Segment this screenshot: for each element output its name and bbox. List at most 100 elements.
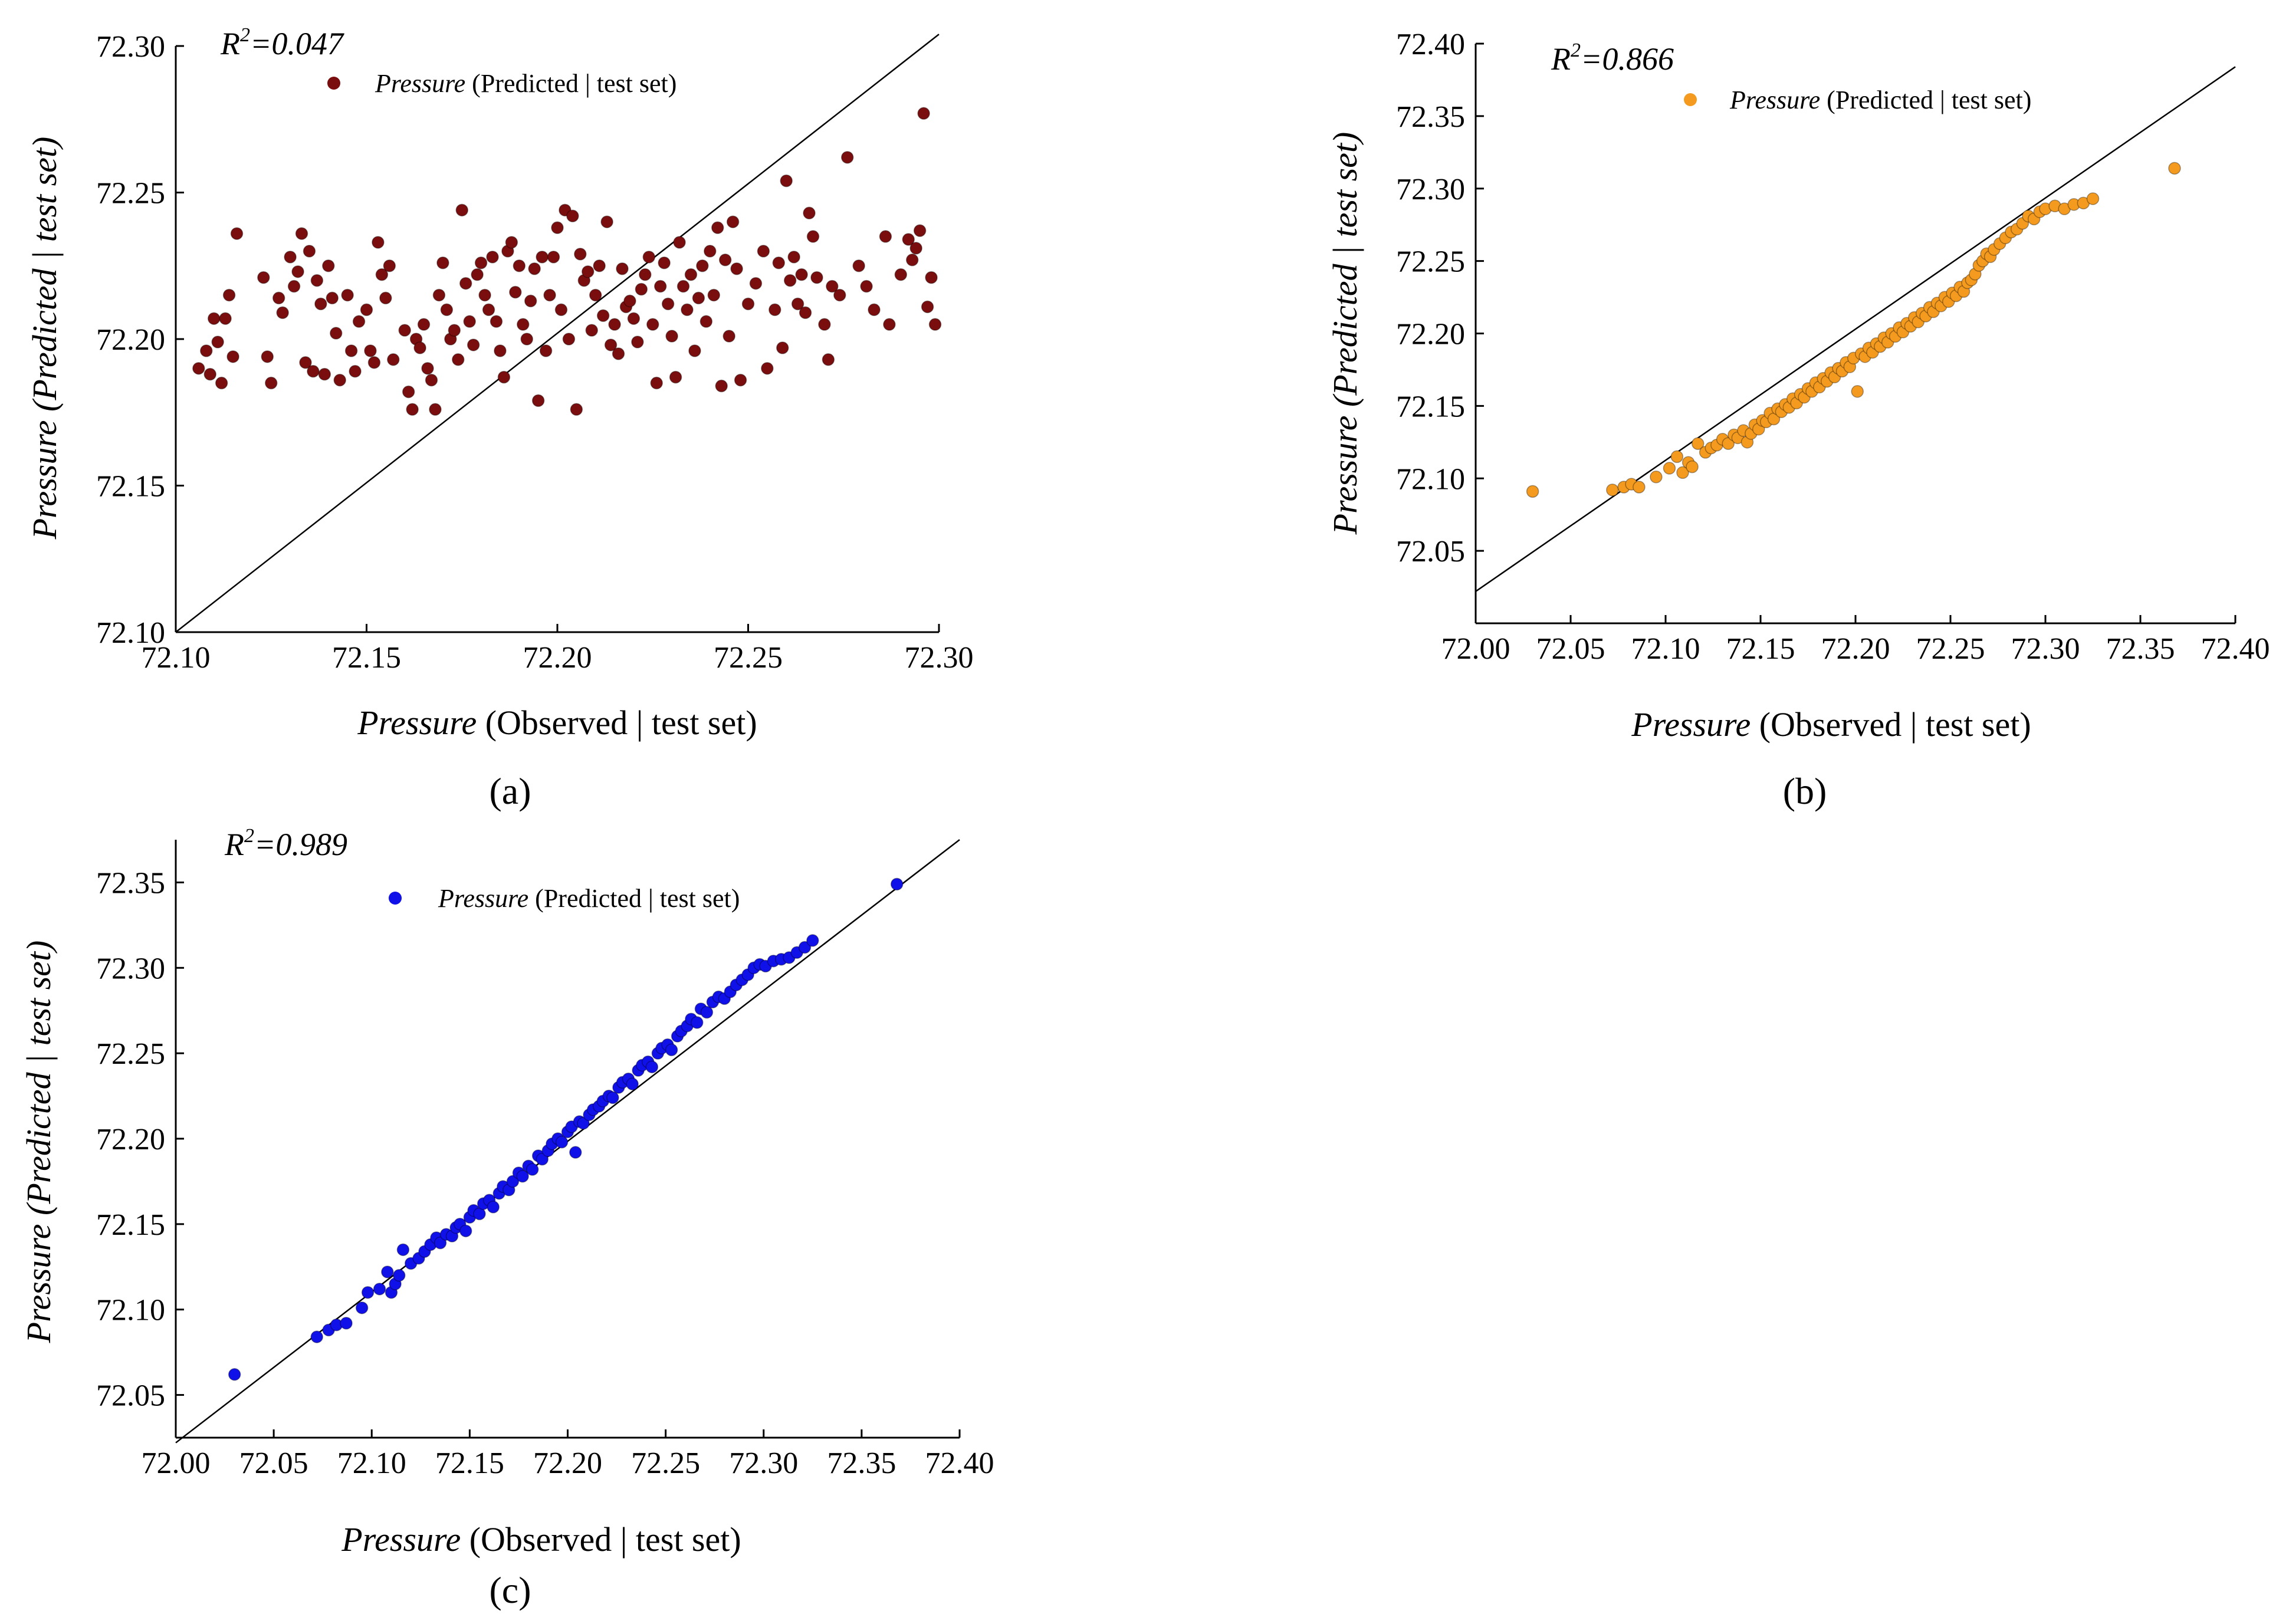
panel-a-data-point (795, 268, 808, 281)
panel-a-data-point (676, 280, 690, 293)
panel-a-data-point (730, 262, 743, 275)
panel-c-xtick-label: 72.20 (533, 1447, 602, 1480)
panel-a-data-point (200, 344, 213, 357)
panel-a-data-point (497, 370, 511, 384)
panel-c-legend-marker (389, 892, 402, 905)
panel-a-data-point (547, 251, 560, 264)
panel-a-data-point (585, 324, 598, 337)
panel-a-data-point (265, 376, 278, 390)
panel-a-data-point (741, 297, 755, 311)
panel-c-ytick-label: 72.15 (96, 1208, 165, 1242)
panel-a-data-point (505, 236, 518, 249)
panel-a-data-point (589, 288, 602, 302)
panel-b-xtick-label: 72.00 (1441, 632, 1510, 666)
panel-a-data-point (673, 236, 686, 249)
panel-a-data-point (570, 403, 583, 416)
panel-c-data-point (310, 1330, 323, 1343)
panel-c-xtick-label: 72.15 (435, 1447, 504, 1480)
panel-a-data-point (383, 259, 396, 272)
panel-a-data-point (646, 318, 659, 331)
panel-c-data-point (396, 1243, 410, 1257)
panel-a-data-point (665, 330, 678, 343)
panel-a-data-point (402, 385, 415, 399)
panel-a-data-point (635, 282, 648, 296)
panel-a-data-point (604, 338, 618, 351)
panel-a-data-point (261, 350, 274, 363)
panel-a-data-point (215, 376, 228, 390)
panel-b-data-point (1606, 484, 1619, 497)
panel-c-data-point (340, 1317, 353, 1330)
panel-c-identity-line (175, 839, 960, 1444)
panel-a-data-point (596, 309, 610, 322)
panel-a-data-point (531, 394, 545, 407)
panel-a-data-point (562, 333, 576, 346)
panel-c-points (228, 877, 904, 1381)
panel-a-data-point (352, 315, 366, 328)
panel-a-data-point (566, 209, 579, 223)
panel-c-ylabel: Pressure (Predicted | test set) (19, 941, 58, 1344)
panel-a-data-point (627, 312, 641, 325)
panel-c-data-point (526, 1163, 539, 1176)
panel-b-ytick-label: 72.20 (1396, 318, 1465, 351)
panel-a-data-point (375, 268, 389, 281)
panel-a-data-point (284, 251, 297, 264)
panel-b-ticks: 72.00 72.05 72.10 72.15 72.20 72.25 72.30 72.35… (1396, 28, 2270, 666)
panel-a-xtick-label: 72.30 (905, 641, 974, 675)
panel-a-data-point (917, 107, 930, 120)
panel-c-r2: R2=0.989 (224, 825, 347, 862)
panel-a-data-point (287, 280, 301, 293)
panel-a-data-point (429, 403, 442, 416)
panel-b-xtick-label: 72.40 (2201, 632, 2270, 666)
panel-b-data-point (1676, 466, 1689, 479)
panel-a-data-point (341, 288, 354, 302)
panel-a-data-point (757, 245, 770, 258)
panel-a-data-point (421, 361, 434, 375)
panel-c-data-point (645, 1060, 659, 1074)
panel-a-data-point (486, 251, 499, 264)
panel-a-data-point (574, 248, 587, 261)
panel-a-data-point (318, 367, 331, 381)
panel-a-data-point (367, 356, 381, 369)
panel-a-data-point (761, 361, 774, 375)
panel-a-data-point (925, 271, 938, 284)
panel-a-ytick-label: 72.30 (96, 30, 165, 64)
panel-a-data-point (554, 303, 568, 317)
panel-c-label: (c) (489, 1569, 531, 1611)
panel-a-data-point (387, 353, 400, 366)
panel-a-data-point (868, 303, 881, 317)
panel-a-data-point (344, 344, 358, 357)
panel-a-data-point (692, 291, 705, 305)
panel-a-data-point (349, 364, 362, 378)
panel-a-data-point (226, 350, 239, 363)
panel-b-xtick-label: 72.05 (1536, 632, 1605, 666)
panel-a-data-point (810, 271, 823, 284)
panel-c-legend: Pressure (Predicted | test set) (438, 884, 740, 913)
panel-a-data-point (711, 221, 724, 234)
panel-b-data-point (1526, 485, 1539, 498)
panel-a-ylabel: Pressure (Predicted | test set) (25, 137, 64, 540)
panel-b-xtick-label: 72.25 (1916, 632, 1985, 666)
panel-a-data-point (684, 268, 698, 281)
panel-a-data-point (471, 268, 484, 281)
panel-a-data-point (372, 236, 385, 249)
panel-b-xtick-label: 72.30 (2011, 632, 2080, 666)
panel-a-legend-marker (327, 77, 340, 90)
panel-a-data-point (658, 257, 671, 269)
panel-a-xtick-label: 72.20 (523, 641, 592, 675)
panel-c-data-point (806, 934, 819, 947)
panel-a-data-point (913, 224, 927, 237)
panel-a-data-point (203, 367, 216, 381)
panel-a-data-point (612, 347, 625, 360)
panel-b-legend: Pressure (Predicted | test set) (1729, 86, 2031, 114)
panel-b-ytick-label: 72.15 (1396, 390, 1465, 423)
panel-b-identity-line (1475, 66, 2236, 592)
panel-a-data-point (715, 379, 728, 393)
panel-a-data-point (688, 344, 701, 357)
panel-c-xtick-label: 72.10 (337, 1447, 406, 1480)
panel-a-data-point (661, 297, 675, 311)
panel-a-data-point (307, 364, 320, 378)
panel-c-ytick-label: 72.25 (96, 1037, 165, 1071)
panel-b-data-point (1691, 437, 1705, 451)
panel-c-xtick-label: 72.30 (729, 1447, 798, 1480)
